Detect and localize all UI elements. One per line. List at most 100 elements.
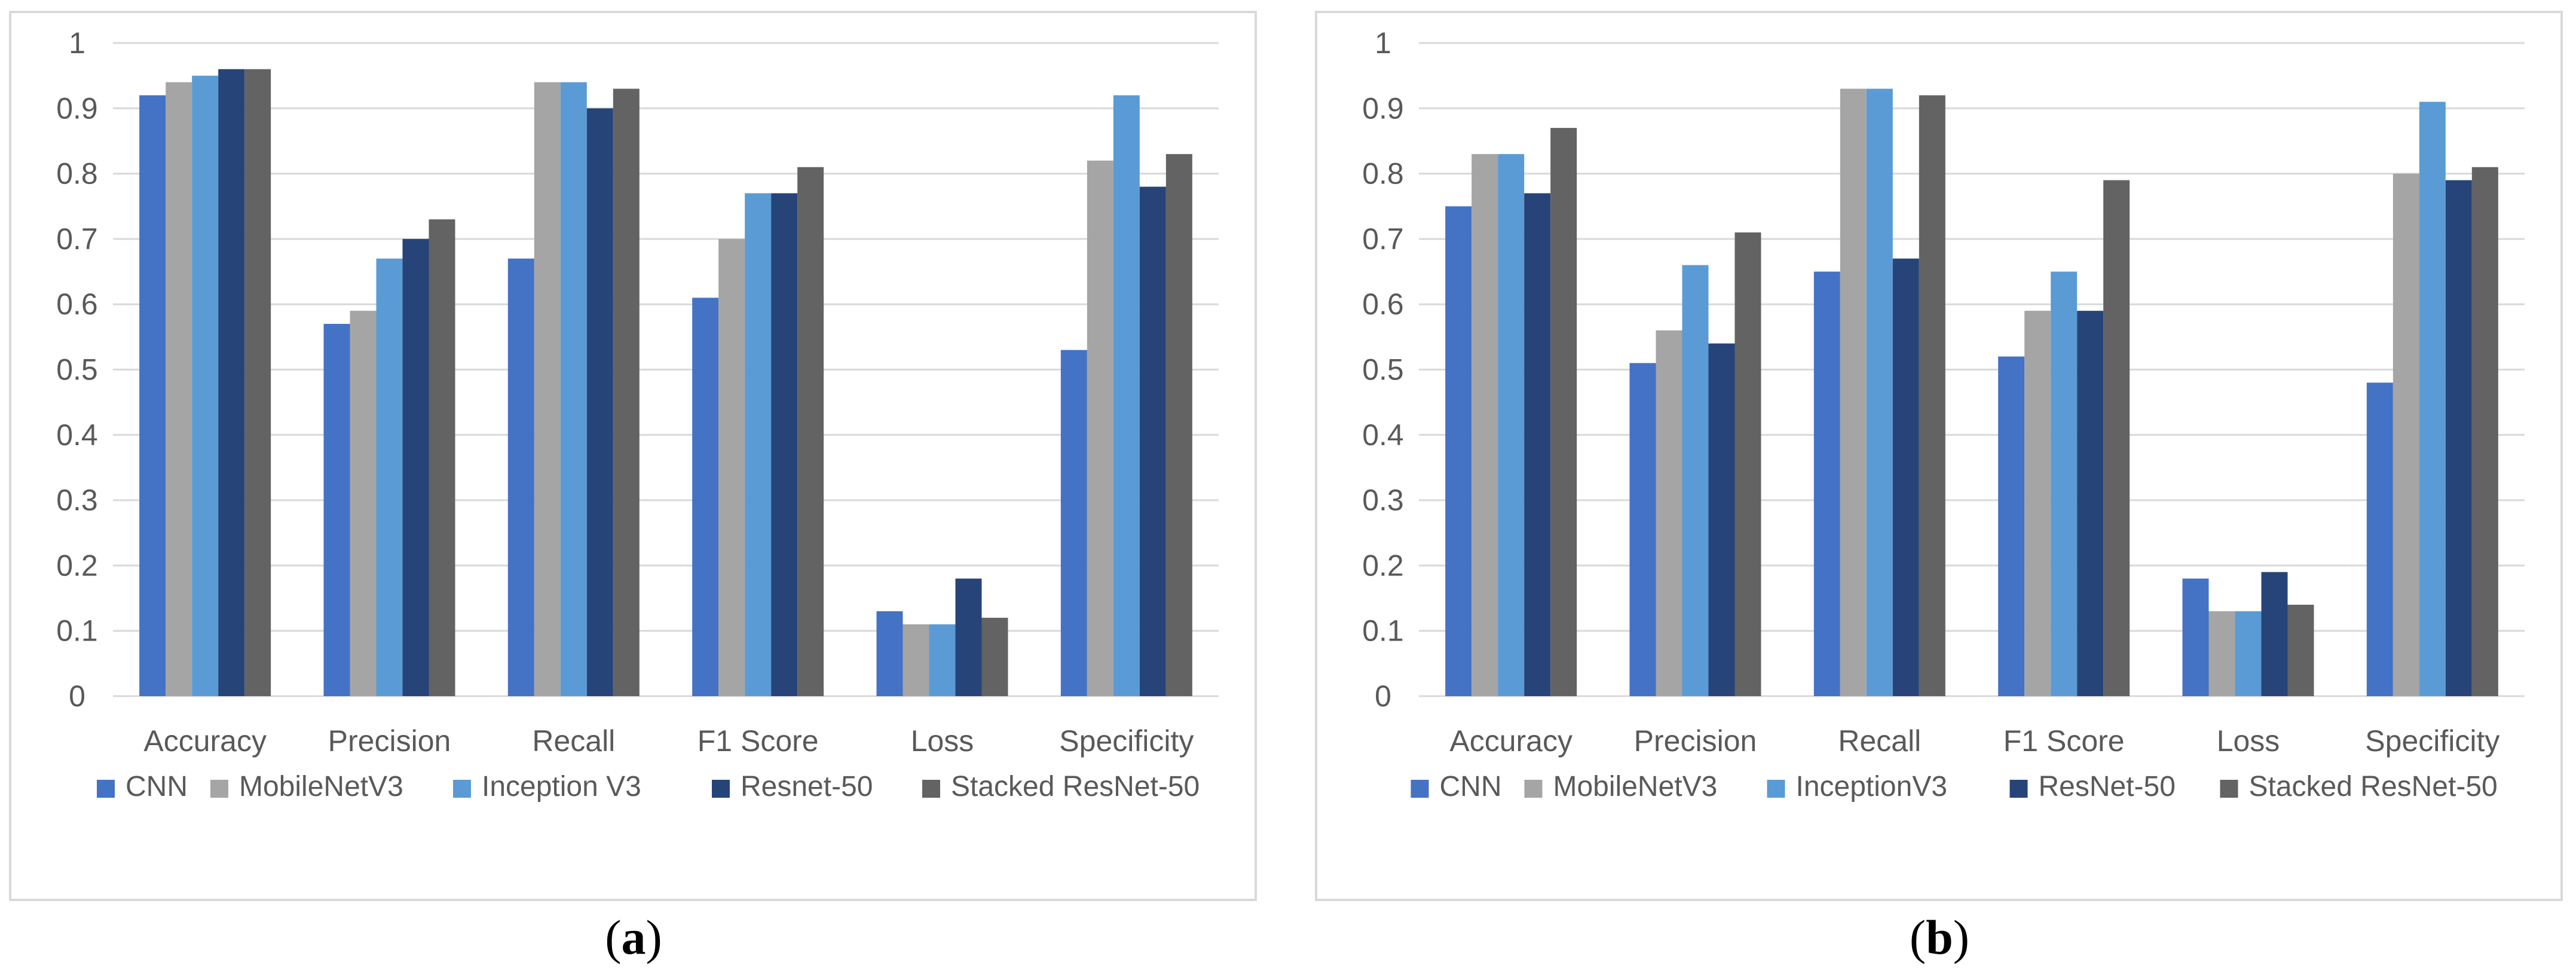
legend-label-mobilenetv3: MobileNetV3 xyxy=(239,771,403,803)
bar-mobilenetv3-recall xyxy=(1840,88,1867,696)
bar-mobilenetv3-precision xyxy=(1656,330,1682,696)
bar-cnn-loss xyxy=(2182,578,2209,696)
legend-label-cnn: CNN xyxy=(1440,771,1502,803)
bar-inceptionv3-specificity xyxy=(2419,102,2446,696)
bar-inceptionv3-loss xyxy=(2235,611,2262,696)
bar-stacked-resnet-50-loss xyxy=(2287,604,2314,696)
bar-inceptionv3-recall xyxy=(1866,88,1893,696)
legend-label-inception-v3: Inception V3 xyxy=(482,771,641,803)
bar-inception-v3-f1-score xyxy=(745,193,772,696)
bar-resnet-50-loss xyxy=(955,578,982,696)
y-tick-label: 0.7 xyxy=(1362,222,1404,256)
x-tick-label-loss: Loss xyxy=(911,724,974,758)
x-tick-label-accuracy: Accuracy xyxy=(1449,724,1572,758)
bar-inception-v3-precision xyxy=(376,258,403,696)
legend-swatch-inception-v3 xyxy=(453,780,471,798)
x-tick-label-loss: Loss xyxy=(2217,724,2280,758)
bar-stacked-resnet-50-specificity xyxy=(2471,167,2498,696)
caption-b: (b) xyxy=(1820,909,2059,966)
y-tick-label: 0.6 xyxy=(56,287,98,321)
y-tick-label: 0.4 xyxy=(56,418,98,452)
y-tick-label: 0.3 xyxy=(1362,483,1404,517)
y-tick-label: 0 xyxy=(69,679,85,713)
bar-stacked-resnet-50-recall xyxy=(613,88,640,696)
bar-inceptionv3-accuracy xyxy=(1498,154,1525,696)
bar-inception-v3-loss xyxy=(929,624,956,696)
y-tick-label: 0.7 xyxy=(56,222,98,256)
caption-a-letter: a xyxy=(621,910,646,964)
bar-inception-v3-specificity xyxy=(1113,95,1140,696)
y-tick-label: 0.9 xyxy=(1362,91,1404,125)
x-tick-label-recall: Recall xyxy=(1838,724,1921,758)
bar-cnn-specificity xyxy=(2366,382,2393,696)
bar-stacked-resnet-50-precision xyxy=(429,219,455,696)
caption-b-letter: b xyxy=(1926,910,1953,964)
x-tick-label-f1-score: F1 Score xyxy=(2003,724,2125,758)
bar-stacked-resnet-50-specificity xyxy=(1165,154,1192,696)
bar-mobilenetv3-specificity xyxy=(2393,173,2419,697)
y-tick-label: 0.5 xyxy=(56,353,98,387)
bar-mobilenetv3-recall xyxy=(534,82,561,697)
bar-resnet-50-f1-score xyxy=(2077,311,2104,696)
bar-cnn-accuracy xyxy=(139,95,166,696)
y-tick-label: 0.4 xyxy=(1362,418,1404,452)
y-tick-label: 1 xyxy=(1375,26,1391,60)
legend-swatch-stacked-resnet-50 xyxy=(2220,780,2238,798)
bar-chart-b: 0 0.1 0.2 0.3 0.4 0.5 0.6 0.7 0.8 0.9 1 Accuracy Pre… xyxy=(1362,26,2525,803)
bar-cnn-recall xyxy=(1813,271,1840,696)
y-tick-label: 0.6 xyxy=(1362,287,1404,321)
bar-inceptionv3-precision xyxy=(1682,265,1709,696)
bar-resnet-50-precision xyxy=(1708,343,1735,696)
chart-panel-a: 0 0.1 0.2 0.3 0.4 0.5 0.6 0.7 0.8 0.9 1 Accuracy Pre… xyxy=(9,11,1257,901)
caption-b-open: ( xyxy=(1909,910,1926,964)
bar-mobilenetv3-precision xyxy=(350,311,377,696)
x-tick-label-recall: Recall xyxy=(532,724,615,758)
bar-mobilenetv3-loss xyxy=(902,624,929,696)
bar-cnn-precision xyxy=(323,323,350,696)
bar-chart-a: 0 0.1 0.2 0.3 0.4 0.5 0.6 0.7 0.8 0.9 1 Accuracy Pre… xyxy=(56,26,1219,803)
legend-label-resnet-50: Resnet-50 xyxy=(741,771,873,803)
bar-mobilenetv3-f1-score xyxy=(2024,311,2051,696)
bar-resnet-50-precision xyxy=(402,238,429,696)
bar-inception-v3-accuracy xyxy=(192,75,219,696)
bar-stacked-resnet-50-accuracy xyxy=(244,69,271,697)
bar-stacked-resnet-50-accuracy xyxy=(1550,128,1577,697)
bar-resnet-50-accuracy xyxy=(218,69,245,697)
bar-stacked-resnet-50-loss xyxy=(981,617,1008,696)
caption-a-close: ) xyxy=(645,910,662,964)
bar-cnn-recall xyxy=(507,258,534,696)
y-tick-label: 0.3 xyxy=(56,483,98,517)
bar-inceptionv3-f1-score xyxy=(2051,271,2078,696)
y-tick-label: 0.5 xyxy=(1362,353,1404,387)
y-tick-label: 0.1 xyxy=(56,614,98,648)
legend-label-inceptionv3: InceptionV3 xyxy=(1796,771,1948,803)
legend-swatch-inceptionv3 xyxy=(1767,780,1785,798)
bar-cnn-f1-score xyxy=(692,298,719,696)
x-tick-label-accuracy: Accuracy xyxy=(143,724,267,758)
legend-label-resnet-50: ResNet-50 xyxy=(2039,771,2176,803)
legend-swatch-resnet-50 xyxy=(712,780,730,798)
bar-mobilenetv3-accuracy xyxy=(1471,154,1498,696)
x-tick-label-precision: Precision xyxy=(1634,724,1757,758)
bar-stacked-resnet-50-f1-score xyxy=(2103,180,2130,696)
y-tick-label: 0.8 xyxy=(56,157,98,191)
legend-swatch-mobilenetv3 xyxy=(1524,780,1543,798)
legend-swatch-resnet-50 xyxy=(2009,780,2028,798)
bar-mobilenetv3-accuracy xyxy=(166,82,192,697)
bar-stacked-resnet-50-precision xyxy=(1734,232,1761,697)
legend-swatch-cnn xyxy=(97,780,115,798)
bar-cnn-loss xyxy=(876,611,903,696)
bar-inception-v3-recall xyxy=(560,82,587,697)
caption-a: (a) xyxy=(514,909,753,966)
bar-stacked-resnet-50-f1-score xyxy=(797,167,824,696)
y-tick-label: 0 xyxy=(1375,679,1391,713)
bar-resnet-50-specificity xyxy=(1139,186,1166,697)
legend-label-stacked-resnet-50: Stacked ResNet-50 xyxy=(951,771,1200,803)
chart-panel-b: 0 0.1 0.2 0.3 0.4 0.5 0.6 0.7 0.8 0.9 1 Accuracy Pre… xyxy=(1315,11,2563,901)
legend-label-mobilenetv3: MobileNetV3 xyxy=(1553,771,1718,803)
bar-resnet-50-recall xyxy=(586,108,613,697)
y-tick-label: 1 xyxy=(69,26,85,60)
x-tick-label-specificity: Specificity xyxy=(2365,724,2499,758)
x-tick-label-precision: Precision xyxy=(328,724,451,758)
x-tick-label-specificity: Specificity xyxy=(1059,724,1194,758)
